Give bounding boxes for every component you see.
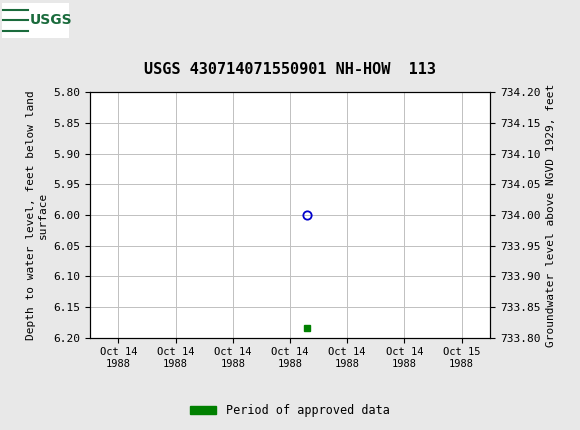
Y-axis label: Groundwater level above NGVD 1929, feet: Groundwater level above NGVD 1929, feet [546, 83, 556, 347]
Y-axis label: Depth to water level, feet below land
surface: Depth to water level, feet below land su… [26, 90, 48, 340]
FancyBboxPatch shape [2, 3, 69, 37]
Legend: Period of approved data: Period of approved data [186, 399, 394, 422]
Text: USGS 430714071550901 NH-HOW  113: USGS 430714071550901 NH-HOW 113 [144, 62, 436, 77]
Text: USGS: USGS [30, 13, 72, 28]
